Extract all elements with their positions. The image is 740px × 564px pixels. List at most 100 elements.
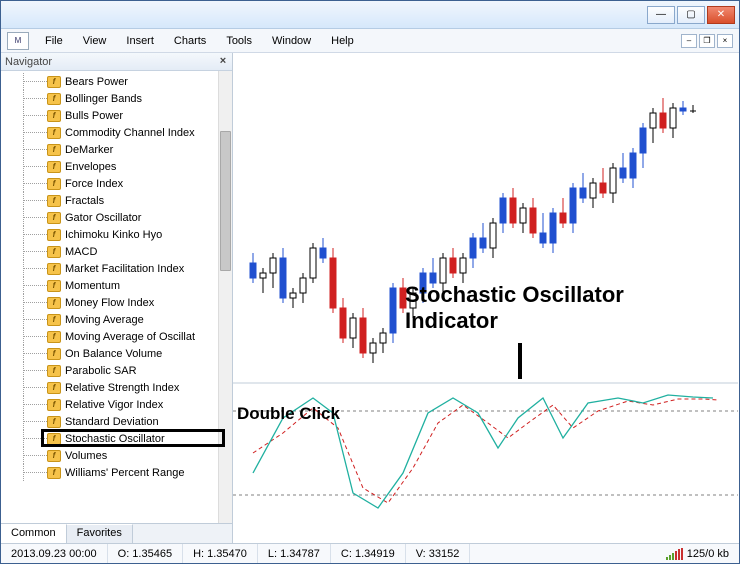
indicator-icon: f xyxy=(47,467,61,479)
indicator-label: Commodity Channel Index xyxy=(65,127,195,139)
menu-charts[interactable]: Charts xyxy=(164,33,216,49)
indicator-item[interactable]: fFractals xyxy=(1,192,218,209)
workspace: Navigator × f Bears Power fBollinger Bands… xyxy=(1,53,739,543)
indicator-icon: f xyxy=(47,110,61,122)
scrollbar-thumb[interactable] xyxy=(220,131,231,271)
indicator-label: Williams' Percent Range xyxy=(65,467,184,479)
indicator-icon: f xyxy=(47,365,61,377)
indicator-label: Envelopes xyxy=(65,161,116,173)
indicator-item[interactable]: f Stochastic Oscillator xyxy=(1,430,218,447)
menu-file[interactable]: File xyxy=(35,33,73,49)
indicator-icon: f xyxy=(47,297,61,309)
mdi-close-button[interactable]: × xyxy=(717,34,733,48)
indicator-icon: f xyxy=(47,178,61,190)
indicator-item[interactable]: f Momentum xyxy=(1,277,218,294)
indicator-label: Bears Power xyxy=(65,76,128,88)
tab-common[interactable]: Common xyxy=(1,524,67,543)
status-connection: 125/0 kb xyxy=(656,544,739,563)
navigator-tree: f Bears Power fBollinger Bands f Bulls Power… xyxy=(1,71,232,523)
indicator-label: Standard Deviation xyxy=(65,416,159,428)
indicator-label: On Balance Volume xyxy=(65,348,162,360)
indicator-label: Market Facilitation Index xyxy=(65,263,184,275)
indicator-item[interactable]: f Standard Deviation xyxy=(1,413,218,430)
status-open: O: 1.35465 xyxy=(108,544,183,563)
chart-area[interactable]: Stochastic Oscillator Indicator Double C… xyxy=(233,53,739,543)
indicator-icon: f xyxy=(47,314,61,326)
indicator-item[interactable]: f Bears Power xyxy=(1,73,218,90)
close-button[interactable]: ✕ xyxy=(707,6,735,24)
navigator-panel: Navigator × f Bears Power fBollinger Bands… xyxy=(1,53,233,543)
status-high: H: 1.35470 xyxy=(183,544,258,563)
indicator-item[interactable]: fBollinger Bands xyxy=(1,90,218,107)
status-net: 125/0 kb xyxy=(687,548,729,560)
indicator-icon: f xyxy=(47,161,61,173)
indicator-label: Moving Average of Oscillat xyxy=(65,331,195,343)
minimize-button[interactable]: — xyxy=(647,6,675,24)
indicator-item[interactable]: f Moving Average of Oscillat xyxy=(1,328,218,345)
navigator-close-icon[interactable]: × xyxy=(216,54,230,68)
annotation-title-line1: Stochastic Oscillator xyxy=(405,283,624,307)
indicator-icon: f xyxy=(47,144,61,156)
indicator-icon: f xyxy=(47,229,61,241)
indicator-icon: f xyxy=(47,348,61,360)
connection-bars-icon xyxy=(666,548,683,560)
indicator-icon: f xyxy=(47,433,61,445)
navigator-title: Navigator × xyxy=(1,53,232,71)
mdi-restore-button[interactable]: ❐ xyxy=(699,34,715,48)
indicator-item[interactable]: fMoney Flow Index xyxy=(1,294,218,311)
indicator-item[interactable]: fGator Oscillator xyxy=(1,209,218,226)
annotation-double-click: Double Click xyxy=(237,405,340,424)
indicator-item[interactable]: f DeMarker xyxy=(1,141,218,158)
indicator-item[interactable]: fRelative Vigor Index xyxy=(1,396,218,413)
indicator-icon: f xyxy=(47,450,61,462)
indicator-icon: f xyxy=(47,246,61,258)
indicator-icon: f xyxy=(47,127,61,139)
indicator-item[interactable]: f On Balance Volume xyxy=(1,345,218,362)
indicator-icon: f xyxy=(47,263,61,275)
indicator-item[interactable]: f Volumes xyxy=(1,447,218,464)
mdi-minimize-button[interactable]: – xyxy=(681,34,697,48)
indicator-icon: f xyxy=(47,195,61,207)
indicator-label: Bulls Power xyxy=(65,110,123,122)
indicator-label: Momentum xyxy=(65,280,120,292)
indicator-item[interactable]: f Ichimoku Kinko Hyo xyxy=(1,226,218,243)
indicator-item[interactable]: fRelative Strength Index xyxy=(1,379,218,396)
indicator-item[interactable]: f Bulls Power xyxy=(1,107,218,124)
indicator-item[interactable]: fMoving Average xyxy=(1,311,218,328)
maximize-button[interactable]: ▢ xyxy=(677,6,705,24)
menu-help[interactable]: Help xyxy=(321,33,364,49)
indicator-item[interactable]: f Commodity Channel Index xyxy=(1,124,218,141)
indicator-item[interactable]: f Williams' Percent Range xyxy=(1,464,218,481)
tab-favorites[interactable]: Favorites xyxy=(67,524,133,543)
indicator-item[interactable]: f Market Facilitation Index xyxy=(1,260,218,277)
app-window: — ▢ ✕ M File View Insert Charts Tools Wi… xyxy=(0,0,740,564)
indicator-label: Relative Strength Index xyxy=(65,382,179,394)
menu-view[interactable]: View xyxy=(73,33,117,49)
indicator-label: DeMarker xyxy=(65,144,113,156)
menu-window[interactable]: Window xyxy=(262,33,321,49)
navigator-title-label: Navigator xyxy=(5,56,52,68)
indicator-label: Volumes xyxy=(65,450,107,462)
indicator-item[interactable]: f Envelopes xyxy=(1,158,218,175)
menu-insert[interactable]: Insert xyxy=(116,33,164,49)
titlebar[interactable]: — ▢ ✕ xyxy=(1,1,739,29)
indicator-item[interactable]: fParabolic SAR xyxy=(1,362,218,379)
indicator-label: Force Index xyxy=(65,178,123,190)
indicator-icon: f xyxy=(47,76,61,88)
indicator-icon: f xyxy=(47,280,61,292)
statusbar: 2013.09.23 00:00 O: 1.35465 H: 1.35470 L… xyxy=(1,543,739,563)
mdi-controls: – ❐ × xyxy=(679,34,733,48)
menubar: M File View Insert Charts Tools Window H… xyxy=(1,29,739,53)
status-volume: V: 33152 xyxy=(406,544,471,563)
status-datetime: 2013.09.23 00:00 xyxy=(1,544,108,563)
indicator-icon: f xyxy=(47,416,61,428)
indicator-item[interactable]: f Force Index xyxy=(1,175,218,192)
indicator-label: Ichimoku Kinko Hyo xyxy=(65,229,162,241)
navigator-scrollbar[interactable] xyxy=(218,71,232,523)
indicator-icon: f xyxy=(47,331,61,343)
indicator-label: Stochastic Oscillator xyxy=(65,433,165,445)
menu-tools[interactable]: Tools xyxy=(216,33,262,49)
annotation-arrow xyxy=(518,343,522,379)
indicator-label: Gator Oscillator xyxy=(65,212,141,224)
indicator-item[interactable]: fMACD xyxy=(1,243,218,260)
